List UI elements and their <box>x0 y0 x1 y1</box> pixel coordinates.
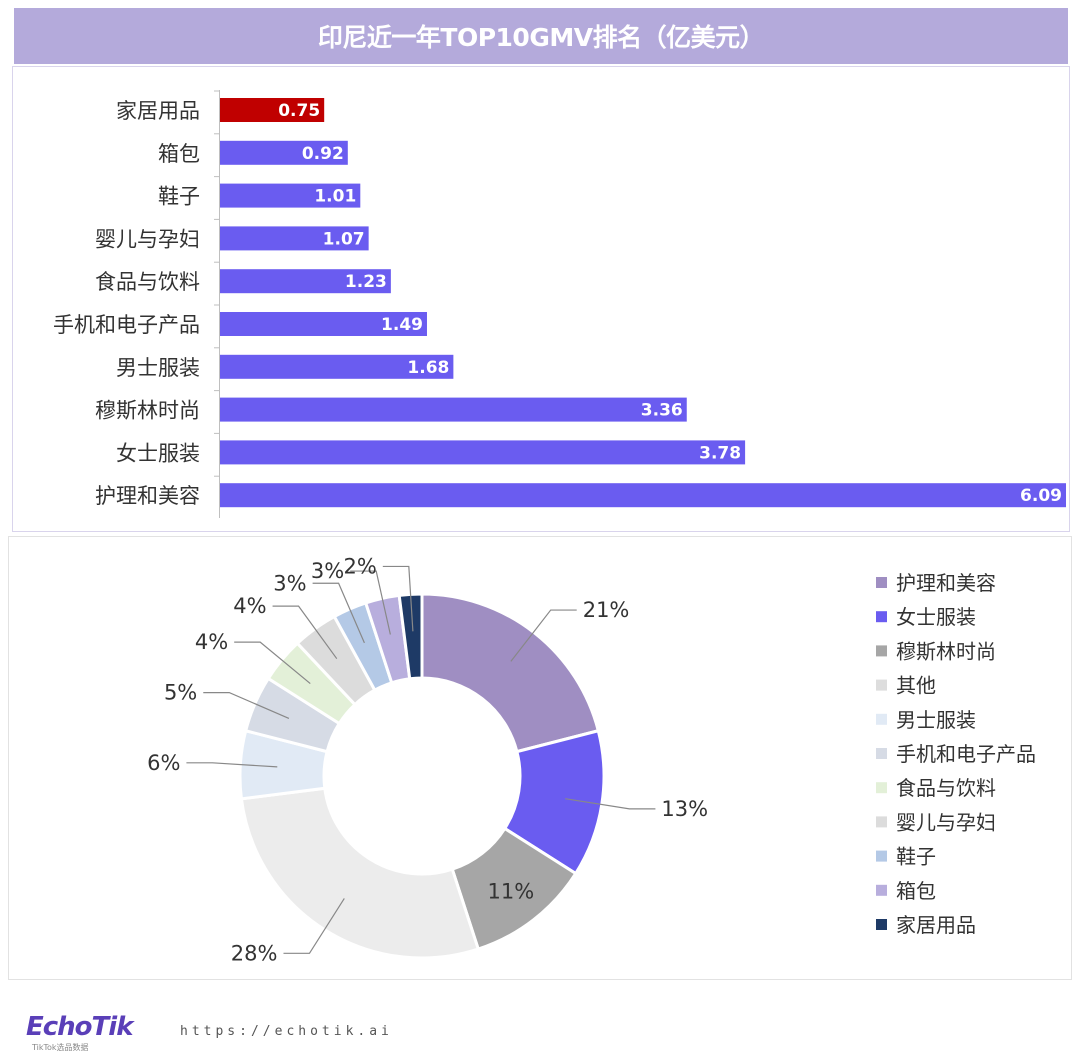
bar-10 <box>220 483 1066 508</box>
legend-label: 其他 <box>896 674 936 698</box>
bar-7 <box>220 354 454 379</box>
donut-percent-label: 13% <box>661 797 708 821</box>
legend-label: 护理和美容 <box>896 571 996 595</box>
bar-category-label: 女士服装 <box>116 441 200 465</box>
legend-label: 婴儿与孕妇 <box>896 810 996 834</box>
legend-label: 箱包 <box>896 879 936 903</box>
donut-percent-label: 3% <box>273 571 306 595</box>
bar-value-label: 0.75 <box>278 101 320 121</box>
donut-percent-label: 5% <box>164 681 197 705</box>
bar-value-label: 3.78 <box>699 443 741 463</box>
legend-label: 穆斯林时尚 <box>896 639 996 663</box>
bar-value-label: 0.92 <box>302 144 344 164</box>
legend-label: 食品与饮料 <box>896 776 996 800</box>
legend-swatch <box>876 679 887 691</box>
legend-label: 家居用品 <box>896 913 976 937</box>
bar-category-label: 穆斯林时尚 <box>95 399 200 423</box>
bar-category-label: 鞋子 <box>158 185 200 209</box>
donut-leader-line <box>350 570 391 635</box>
bar-1 <box>220 98 325 122</box>
legend-swatch <box>876 919 887 930</box>
legend-label: 鞋子 <box>896 845 936 869</box>
bar-category-label: 家居用品 <box>116 99 200 123</box>
donut-percent-label: 4% <box>195 630 228 654</box>
bar-5 <box>220 269 391 294</box>
donut-leader-line <box>382 565 414 632</box>
bar-3 <box>220 183 361 208</box>
donut-leader-line <box>186 762 278 768</box>
legend-swatch <box>876 748 887 759</box>
legend-label: 男士服装 <box>896 708 976 732</box>
donut-leader-line <box>312 582 365 644</box>
bar-2 <box>220 140 348 165</box>
bar-category-label: 婴儿与孕妇 <box>95 227 200 251</box>
echotik-logo: EchoTik <box>26 1012 133 1042</box>
bar-4 <box>220 226 369 251</box>
charts-svg: 家居用品 0.75 箱包 0.92 鞋子 1.01 婴儿与孕妇 1.07 食品与饮料 1.23 手机… <box>53 90 1066 965</box>
legend-swatch <box>876 816 887 828</box>
legend-swatch <box>876 782 887 794</box>
bar-8 <box>220 397 687 422</box>
bar-category-label: 食品与饮料 <box>95 270 200 294</box>
bar-category-label: 箱包 <box>158 142 200 166</box>
donut-percent-label: 2% <box>343 554 376 578</box>
chart-title-bar: 印尼近一年TOP10GMV排名（亿美元） <box>14 8 1068 64</box>
bar-6 <box>220 312 427 336</box>
bar-category-label: 手机和电子产品 <box>53 313 200 337</box>
bar-value-label: 1.49 <box>381 315 423 335</box>
legend-swatch <box>876 611 887 623</box>
donut-leader-line <box>510 609 577 662</box>
bar-value-label: 1.23 <box>345 272 387 292</box>
legend-swatch <box>876 713 887 725</box>
donut-percent-label: 11% <box>488 880 535 904</box>
donut-leader-line <box>565 798 656 810</box>
donut-percent-label: 28% <box>231 941 278 965</box>
donut-leader-line <box>234 641 311 685</box>
bar-value-label: 1.01 <box>314 187 356 207</box>
echotik-logo-subtitle: TikTok选品数据 <box>32 1043 89 1052</box>
legend-swatch <box>876 884 887 896</box>
bar-value-label: 1.68 <box>407 358 449 378</box>
legend-label: 手机和电子产品 <box>896 742 1036 766</box>
bar-value-label: 3.36 <box>641 401 683 421</box>
donut-leader-line <box>272 605 338 660</box>
bar-category-label: 护理和美容 <box>95 484 200 508</box>
bar-value-label: 1.07 <box>323 229 365 249</box>
donut-percent-label: 21% <box>583 598 630 622</box>
legend-swatch <box>876 645 887 657</box>
legend-label: 女士服装 <box>896 605 976 629</box>
donut-percent-label: 4% <box>233 594 266 618</box>
chart-title: 印尼近一年TOP10GMV排名（亿美元） <box>317 23 765 52</box>
bar-category-label: 男士服装 <box>116 356 200 380</box>
donut-slice-4 <box>239 786 481 960</box>
donut-leader-line <box>203 691 290 719</box>
donut-percent-label: 6% <box>147 751 180 775</box>
donut-percent-label: 3% <box>311 559 344 583</box>
donut-slice-11 <box>397 592 424 681</box>
donut-slice-1 <box>420 592 601 754</box>
donut-leader-line <box>283 898 345 954</box>
footer-url: https://echotik.ai <box>180 1024 393 1039</box>
legend-swatch <box>876 577 887 588</box>
bar-9 <box>220 440 746 465</box>
bar-value-label: 6.09 <box>1020 486 1062 506</box>
legend-swatch <box>876 850 887 862</box>
